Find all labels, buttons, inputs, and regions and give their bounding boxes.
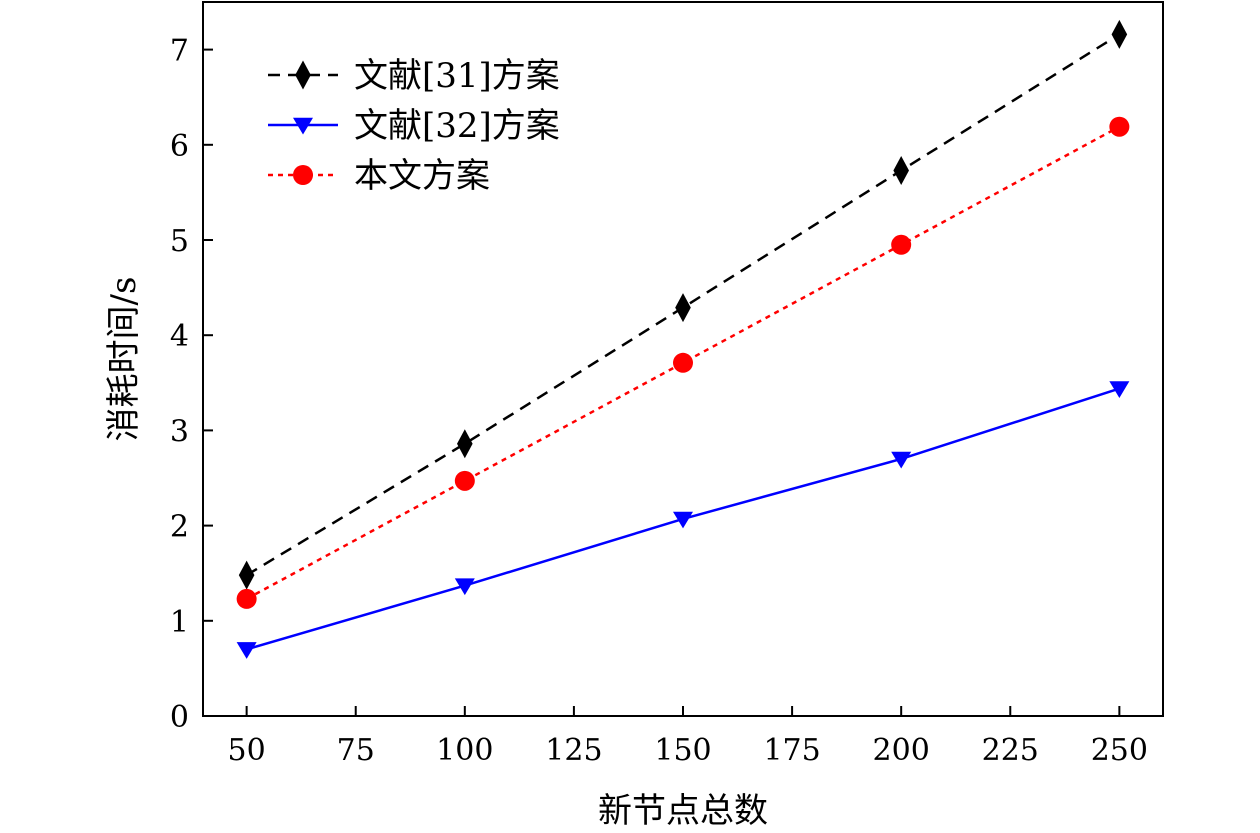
series-proposed-point bbox=[236, 588, 257, 609]
legend-label: 文献[32]方案 bbox=[354, 106, 560, 146]
series-ref31-point bbox=[1111, 19, 1128, 49]
x-tick-label: 125 bbox=[545, 733, 602, 768]
legend-entry-series-proposed: 本文方案 bbox=[268, 156, 490, 196]
x-tick-label: 75 bbox=[337, 733, 375, 768]
axis-ticks: 50 75 100 125 150 175 200 225 250 0 1 2 3 4 5 6 7 bbox=[170, 34, 1148, 768]
x-tick-label: 175 bbox=[763, 733, 820, 768]
x-tick-label: 200 bbox=[873, 733, 930, 768]
series-ref32-point bbox=[673, 511, 693, 529]
series-ref32-point bbox=[1109, 381, 1130, 399]
x-tick-label: 100 bbox=[436, 733, 493, 768]
series-proposed-point bbox=[891, 234, 912, 255]
y-tick-label: 3 bbox=[170, 414, 189, 449]
y-tick-label: 7 bbox=[170, 34, 189, 69]
series-proposed bbox=[236, 116, 1130, 609]
y-tick-label: 0 bbox=[170, 700, 189, 735]
series-ref31-point bbox=[675, 293, 691, 323]
x-tick-label: 50 bbox=[228, 733, 266, 768]
series-proposed-point bbox=[1109, 116, 1130, 137]
y-tick-label: 1 bbox=[170, 605, 189, 640]
legend-label: 文献[31]方案 bbox=[354, 56, 560, 96]
series-layer bbox=[236, 19, 1130, 659]
legend-label: 本文方案 bbox=[354, 156, 490, 196]
series-ref31-point bbox=[893, 156, 909, 186]
series-proposed-point bbox=[454, 470, 475, 491]
y-tick-label: 6 bbox=[170, 129, 189, 164]
x-tick-label: 150 bbox=[654, 733, 711, 768]
legend-marker bbox=[293, 117, 313, 135]
series-ref32-point bbox=[454, 578, 475, 596]
series-ref31-point bbox=[238, 560, 255, 590]
series-proposed-point bbox=[673, 352, 693, 373]
x-tick-label: 250 bbox=[1091, 733, 1148, 768]
legend-marker bbox=[293, 165, 313, 185]
y-axis-title: 消耗时间/s bbox=[104, 277, 144, 442]
legend-marker bbox=[295, 60, 311, 90]
y-tick-label: 5 bbox=[170, 224, 189, 259]
y-tick-label: 2 bbox=[170, 510, 189, 545]
series-ref32-point bbox=[236, 642, 257, 659]
series-ref32-point bbox=[891, 451, 912, 469]
y-tick-label: 4 bbox=[170, 319, 189, 354]
legend-entry-series-ref32: 文献[32]方案 bbox=[268, 106, 560, 146]
series-ref31 bbox=[238, 19, 1128, 590]
legend-entry-series-ref31: 文献[31]方案 bbox=[268, 56, 560, 96]
x-tick-label: 225 bbox=[982, 733, 1039, 768]
x-axis-title: 新节点总数 bbox=[598, 791, 768, 831]
series-ref32 bbox=[236, 381, 1130, 659]
series-ref31-point bbox=[457, 429, 473, 459]
